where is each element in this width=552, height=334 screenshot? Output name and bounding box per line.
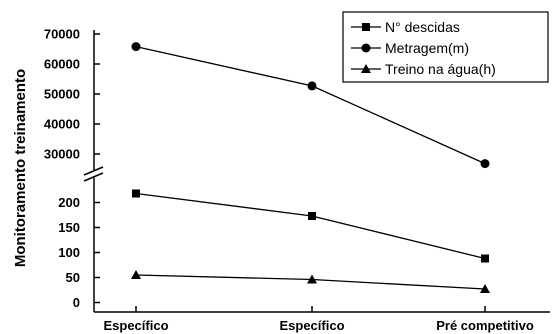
series-square bbox=[132, 189, 489, 263]
legend-items: N° descidas Metragem(m) Treino na água(h) bbox=[351, 19, 496, 77]
series-group bbox=[131, 42, 490, 293]
y-axis-label: Monitoramento treinamento bbox=[12, 69, 29, 267]
x-ticks: Específico Específico Pré competitivo bbox=[103, 306, 534, 333]
y-tick-label: 50000 bbox=[44, 87, 80, 102]
y-tick-label: 100 bbox=[58, 245, 80, 260]
y-tick-label: 150 bbox=[58, 220, 80, 235]
legend-label: N° descidas bbox=[385, 19, 460, 35]
data-point-triangle bbox=[361, 64, 371, 73]
x-tick-label: Pré competitivo bbox=[436, 318, 534, 333]
axis-break-mark-1 bbox=[83, 172, 104, 182]
data-point-triangle bbox=[307, 274, 317, 284]
y-tick-label: 0 bbox=[73, 295, 80, 310]
y-tick-label: 50 bbox=[66, 270, 80, 285]
y-tick-label: 60000 bbox=[44, 57, 80, 72]
data-point-square bbox=[132, 189, 140, 198]
axes bbox=[83, 30, 550, 313]
x-tick-label: Específico bbox=[103, 318, 168, 333]
y-tick-label: 70000 bbox=[44, 27, 80, 42]
data-point-circle bbox=[361, 43, 371, 53]
series-triangle bbox=[131, 270, 490, 293]
x-tick-label: Específico bbox=[279, 318, 344, 333]
data-point-square bbox=[362, 23, 370, 31]
legend-label: Treino na água(h) bbox=[385, 61, 496, 77]
legend-item: Metragem(m) bbox=[351, 40, 469, 56]
data-point-circle bbox=[131, 42, 141, 52]
legend-item: Treino na água(h) bbox=[351, 61, 496, 77]
data-point-circle bbox=[307, 81, 317, 91]
axis-break-mark-2 bbox=[83, 166, 104, 176]
legend: N° descidas Metragem(m) Treino na água(h) bbox=[342, 11, 549, 83]
data-point-square bbox=[308, 212, 316, 220]
y-ticks: 0 50 100 150 200 30000 40000 50000 60000 70000 bbox=[44, 27, 100, 310]
y-tick-label: 40000 bbox=[44, 117, 80, 132]
legend-box bbox=[342, 11, 549, 83]
series-circle bbox=[131, 42, 490, 169]
data-point-square bbox=[481, 254, 489, 263]
legend-label: Metragem(m) bbox=[385, 40, 469, 56]
data-point-circle bbox=[480, 159, 490, 169]
y-tick-label: 30000 bbox=[44, 147, 80, 162]
y-tick-label: 200 bbox=[58, 195, 80, 210]
data-point-triangle bbox=[131, 270, 141, 279]
data-point-triangle bbox=[480, 284, 490, 293]
series-line bbox=[135, 192, 486, 260]
legend-item: N° descidas bbox=[351, 19, 460, 35]
